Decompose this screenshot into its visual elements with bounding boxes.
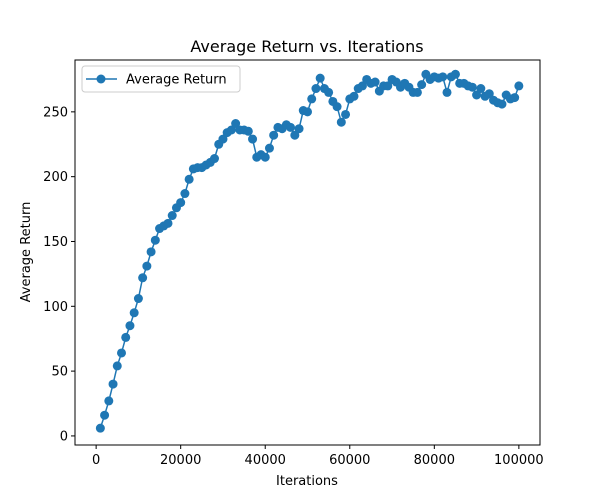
data-point — [264, 143, 274, 153]
y-tick-label: 100 — [43, 300, 68, 315]
data-point — [184, 174, 194, 184]
data-point — [163, 218, 173, 228]
data-point — [286, 122, 296, 132]
data-point — [510, 93, 520, 103]
y-tick-label: 250 — [43, 105, 68, 120]
data-point — [138, 273, 148, 283]
data-point — [336, 117, 346, 127]
data-point — [133, 294, 143, 304]
data-point — [467, 82, 477, 92]
data-point — [121, 332, 131, 342]
legend-marker-swatch — [96, 74, 106, 84]
x-tick-label: 100000 — [494, 453, 544, 468]
data-point — [383, 81, 393, 91]
data-point — [370, 77, 380, 87]
data-point — [100, 410, 110, 420]
data-point — [290, 130, 300, 140]
data-point — [412, 87, 422, 97]
data-point — [484, 89, 494, 99]
data-point — [324, 87, 334, 97]
data-point — [332, 102, 342, 112]
data-point — [357, 81, 367, 91]
data-point — [476, 84, 486, 94]
series-layer — [95, 69, 524, 433]
data-point — [341, 109, 351, 119]
x-tick-label: 0 — [92, 453, 100, 468]
data-point — [450, 69, 460, 79]
data-point — [243, 126, 253, 136]
data-point — [226, 125, 236, 135]
data-point — [497, 99, 507, 109]
data-point — [303, 107, 312, 117]
x-tick-label: 20000 — [160, 453, 201, 468]
x-tick-label: 60000 — [329, 453, 370, 468]
data-point — [95, 423, 105, 433]
data-point — [269, 130, 279, 140]
x-axis-label: Iterations — [276, 474, 338, 489]
data-point — [349, 91, 359, 101]
y-tick-label: 150 — [43, 235, 68, 250]
y-tick-label: 200 — [43, 170, 68, 185]
x-tick-label: 80000 — [414, 453, 455, 468]
data-point — [176, 198, 186, 208]
data-point — [210, 154, 219, 164]
data-point — [438, 72, 448, 82]
data-point — [260, 152, 270, 162]
y-tick-label: 0 — [60, 429, 68, 444]
data-point — [146, 247, 156, 257]
y-axis-ticks: 0 50 100 150 200 250 — [43, 105, 75, 444]
data-point — [311, 84, 321, 94]
plot-frame — [74, 59, 541, 446]
data-point — [514, 81, 524, 91]
data-point — [472, 90, 482, 100]
data-point — [248, 134, 258, 144]
data-point — [315, 73, 325, 83]
data-point — [104, 396, 114, 406]
data-point — [231, 119, 241, 129]
data-point — [307, 94, 317, 104]
data-point — [125, 321, 135, 331]
data-point — [294, 124, 304, 134]
legend-box — [81, 65, 241, 93]
y-tick-label: 50 — [51, 365, 68, 380]
data-point — [112, 361, 122, 371]
plot-area — [74, 59, 541, 446]
data-point — [442, 87, 452, 97]
data-point — [218, 134, 228, 144]
data-point — [167, 211, 177, 221]
legend-label: Average Return — [126, 73, 227, 88]
data-point — [180, 189, 190, 199]
x-axis-ticks: 0 20000 40000 60000 80000 100000 — [92, 445, 544, 468]
x-tick-label: 40000 — [245, 453, 286, 468]
data-point — [150, 235, 160, 245]
data-point — [129, 308, 139, 318]
data-point — [142, 261, 152, 271]
chart-title: Average Return vs. Iterations — [190, 37, 423, 56]
data-point — [108, 379, 118, 389]
data-point — [417, 80, 427, 90]
legend: Average Return — [81, 65, 241, 93]
data-point — [117, 348, 126, 358]
y-axis-label: Average Return — [19, 202, 34, 303]
